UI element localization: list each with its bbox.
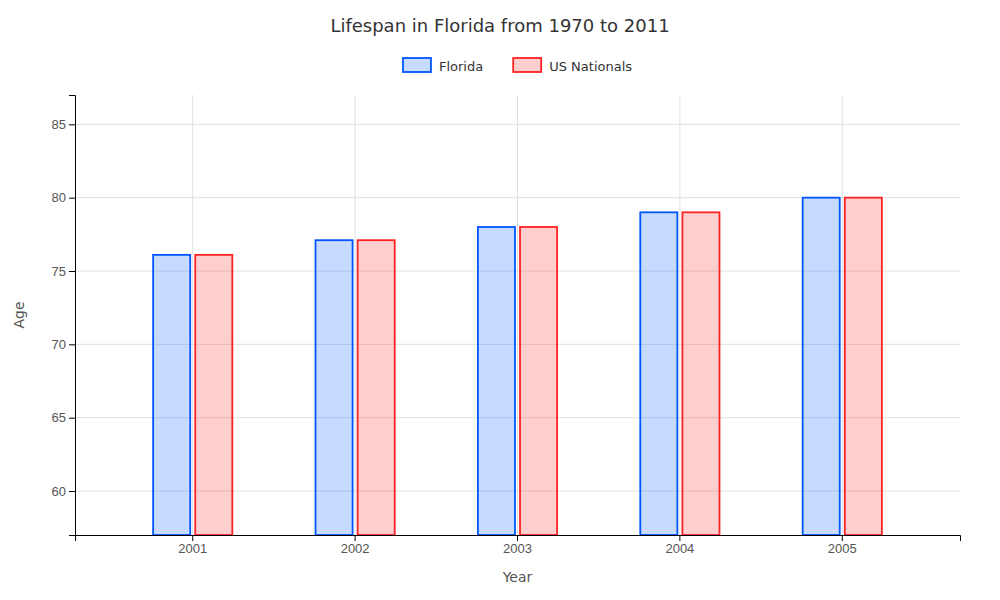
y-tick-mark	[69, 491, 75, 492]
legend-swatch	[513, 58, 541, 72]
x-tick-label: 2003	[503, 541, 532, 556]
x-tick-label: 2001	[178, 541, 207, 556]
bars	[153, 198, 882, 535]
y-tick-mark	[69, 344, 75, 345]
x-tick-mark	[679, 535, 680, 541]
x-tick: 2002	[341, 535, 370, 556]
x-axis-title: Year	[502, 569, 533, 585]
y-axis-title: Age	[11, 301, 27, 328]
x-tick-mark	[355, 535, 356, 541]
y-tick-mark	[69, 198, 75, 199]
bar	[153, 255, 190, 535]
x-axis-line	[76, 536, 961, 542]
y-tick: 70	[52, 337, 75, 352]
y-tick: 80	[52, 190, 75, 205]
y-tick-label: 70	[52, 337, 66, 352]
x-tick-label: 2005	[828, 541, 857, 556]
bar	[845, 198, 882, 535]
x-tick-mark	[842, 535, 843, 541]
y-tick-label: 60	[52, 484, 66, 499]
bar	[682, 212, 719, 535]
x-axis: 2001 2002 2003 2004 2005	[76, 535, 961, 556]
legend: Florida US Nationals	[403, 58, 632, 74]
x-tick-label: 2002	[341, 541, 370, 556]
bar	[520, 227, 557, 535]
y-tick-mark	[69, 271, 75, 272]
y-tick-label: 80	[52, 190, 66, 205]
y-axis-line	[69, 96, 76, 536]
bar	[316, 240, 353, 535]
y-tick: 75	[52, 264, 75, 279]
x-tick: 2004	[665, 535, 694, 556]
grid-line-x	[679, 95, 680, 535]
bar	[640, 212, 677, 535]
legend-item: Florida	[403, 58, 483, 74]
y-axis: 60 65 70 75 80 85	[52, 96, 76, 536]
x-tick: 2005	[828, 535, 857, 556]
grid-line-x	[842, 95, 843, 535]
bar	[803, 198, 840, 535]
bar-series	[153, 198, 840, 535]
y-tick-label: 65	[52, 410, 66, 425]
x-tick: 2001	[178, 535, 207, 556]
title: Lifespan in Florida from 1970 to 2011	[330, 15, 669, 36]
y-tick: 85	[52, 117, 75, 132]
y-tick-label: 85	[52, 117, 66, 132]
grid-line-x	[517, 95, 518, 535]
x-tick-mark	[517, 535, 518, 541]
grid-line-x	[355, 95, 356, 535]
grid	[75, 95, 960, 535]
bar-series	[195, 198, 882, 535]
bar	[195, 255, 232, 535]
legend-item: US Nationals	[513, 58, 632, 74]
y-tick: 65	[52, 410, 75, 425]
x-tick: 2003	[503, 535, 532, 556]
x-tick-mark	[192, 535, 193, 541]
y-tick-label: 75	[52, 264, 66, 279]
grid-line-x	[192, 95, 193, 535]
bar	[358, 240, 395, 535]
y-tick-mark	[69, 124, 75, 125]
legend-label: US Nationals	[549, 59, 632, 74]
legend-label: Florida	[439, 59, 483, 74]
y-tick: 60	[52, 484, 75, 499]
chart: 2001 2002 2003 2004 2005 60 65 70 75 80 85 Year Age L…	[0, 0, 1000, 600]
bar	[478, 227, 515, 535]
legend-swatch	[403, 58, 431, 72]
plot: 2001 2002 2003 2004 2005 60 65 70 75 80 85	[52, 95, 961, 556]
y-tick-mark	[69, 418, 75, 419]
x-tick-label: 2004	[665, 541, 694, 556]
